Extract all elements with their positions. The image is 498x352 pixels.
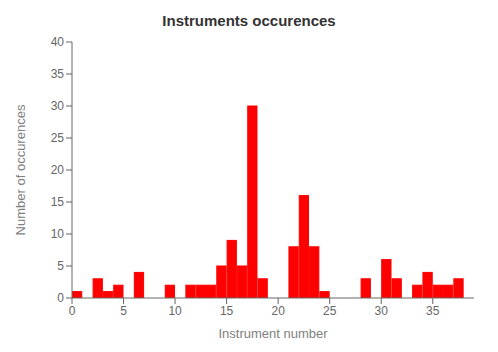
svg-text:35: 35 [51, 67, 65, 81]
svg-text:15: 15 [51, 195, 65, 209]
svg-text:5: 5 [120, 304, 127, 318]
svg-text:15: 15 [220, 304, 234, 318]
svg-text:Instrument number: Instrument number [218, 326, 328, 341]
svg-text:Number of occurences: Number of occurences [13, 104, 28, 235]
svg-text:25: 25 [51, 131, 65, 145]
svg-text:10: 10 [51, 227, 65, 241]
svg-text:20: 20 [271, 304, 285, 318]
svg-text:30: 30 [51, 99, 65, 113]
svg-text:25: 25 [323, 304, 337, 318]
svg-text:5: 5 [57, 259, 64, 273]
svg-text:40: 40 [51, 35, 65, 49]
svg-text:0: 0 [57, 291, 64, 305]
html-text:Instruments occurences: Instruments occurences [162, 12, 336, 29]
svg-text:10: 10 [168, 304, 182, 318]
svg-text:20: 20 [51, 163, 65, 177]
svg-text:35: 35 [426, 304, 440, 318]
svg-text:30: 30 [375, 304, 389, 318]
svg-text:0: 0 [69, 304, 76, 318]
